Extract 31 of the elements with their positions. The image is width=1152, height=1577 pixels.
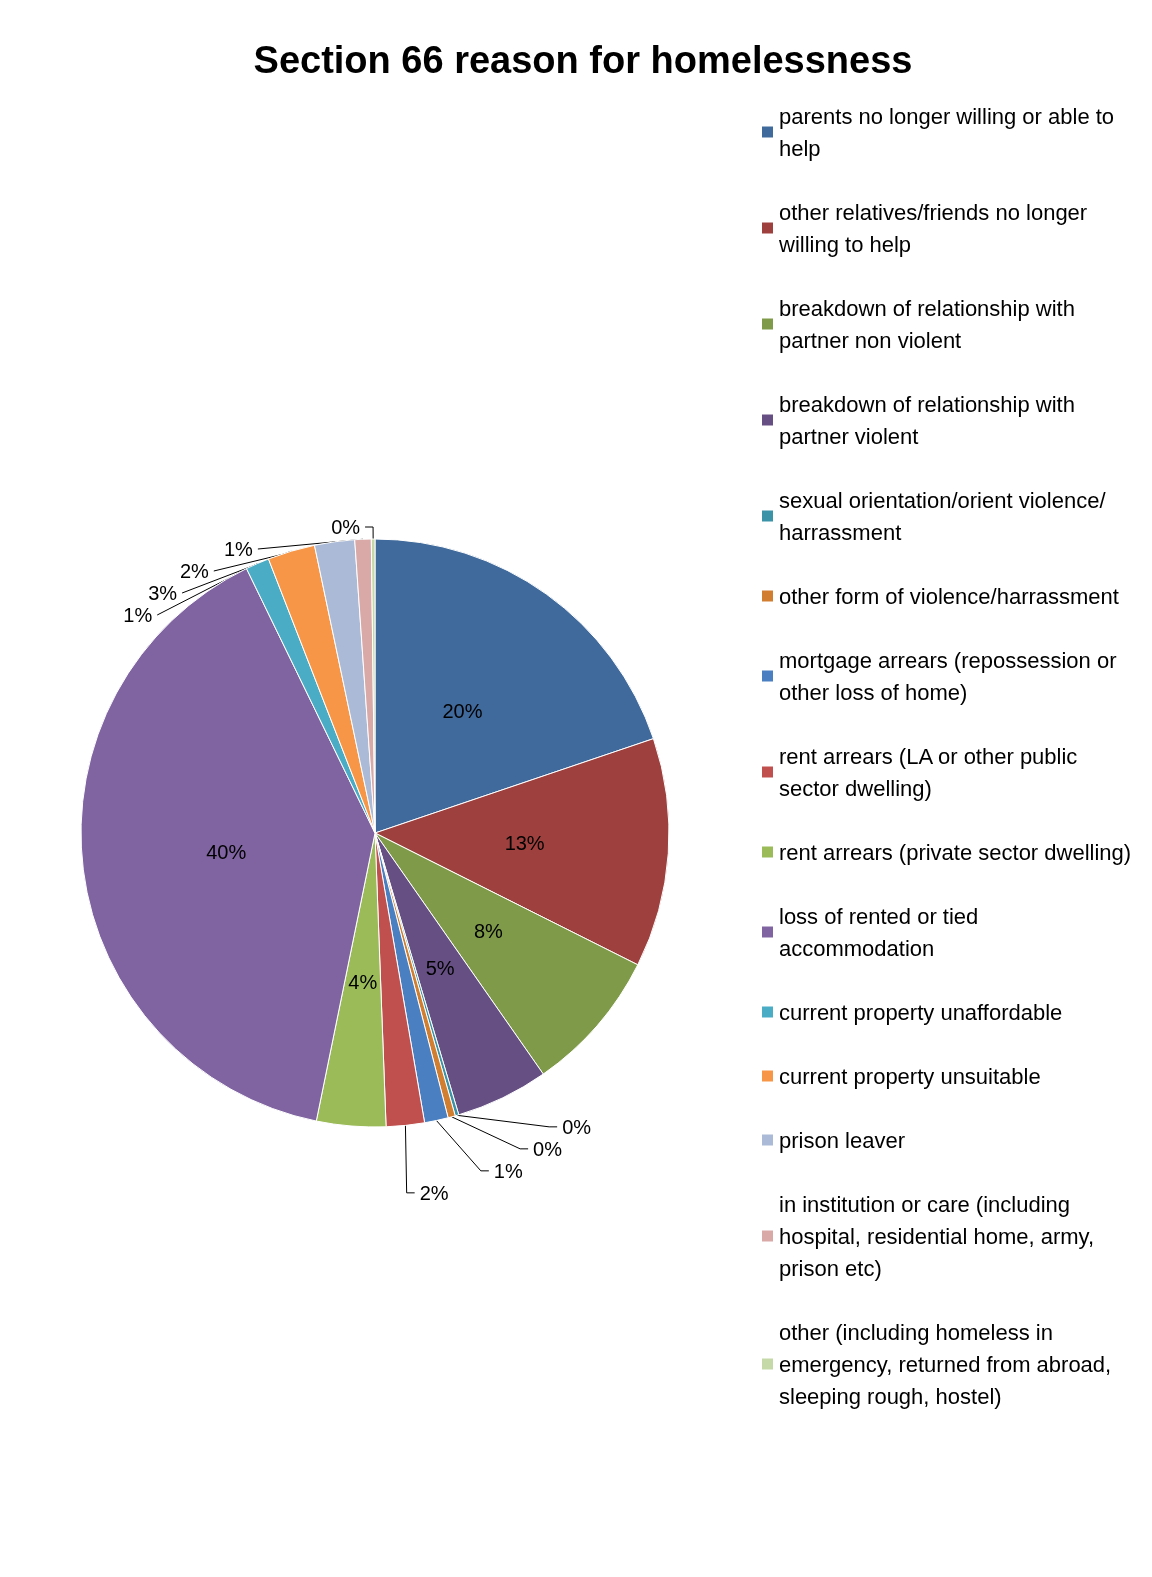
data-label: 2%	[419, 1181, 449, 1204]
legend-label: breakdown of relationship with partner non violent	[779, 295, 1082, 353]
data-label: 1%	[223, 538, 254, 561]
data-label: 2%	[179, 560, 210, 583]
data-label: 4%	[348, 971, 378, 994]
legend-label: rent arrears (LA or other public sector dwelling)	[779, 743, 1084, 801]
data-label: 3%	[148, 582, 178, 605]
legend-label: other relatives/friends no longer willing to help	[778, 199, 1094, 257]
legend-label: prison leaver	[779, 1127, 905, 1153]
legend-label: breakdown of relationship with partner violent	[779, 391, 1082, 449]
data-label: 1%	[493, 1159, 523, 1182]
legend-label: current property unaffordable	[779, 999, 1063, 1025]
legend-label: rent arrears (private sector dwelling)	[779, 839, 1132, 865]
data-label: 20%	[442, 700, 483, 723]
data-label: 0%	[331, 516, 361, 539]
data-label: 5%	[425, 957, 455, 980]
legend-label: other form of violence/harrassment	[779, 583, 1119, 609]
data-label: 13%	[504, 832, 545, 855]
legend-label: sexual orientation/orient violence/harrassment	[779, 487, 1107, 545]
legend-label: mortgage arrears (repossession or other loss of home)	[779, 647, 1123, 705]
chart-title: Section 66 reason for homelessness	[253, 39, 913, 81]
data-label: 0%	[562, 1115, 592, 1138]
data-label: 1%	[123, 604, 153, 627]
legend-label: current property unsuitable	[779, 1063, 1041, 1089]
data-label: 8%	[473, 920, 504, 943]
data-label: 40%	[206, 840, 247, 863]
legend-label: in institution or care (including hospital, residential home, army, prison etc)	[779, 1191, 1101, 1281]
data-label: 0%	[533, 1137, 563, 1160]
legend-label: other (including homeless in emergency, returned from abroad, sleeping rough, hostel)	[779, 1319, 1118, 1409]
legend-label: parents no longer willing or able to help	[779, 103, 1121, 161]
legend-label: loss of rented or tied accommodation	[779, 903, 985, 961]
